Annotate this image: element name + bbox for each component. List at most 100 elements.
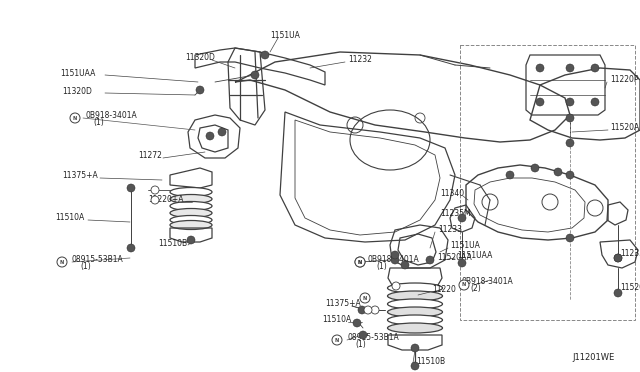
- Circle shape: [359, 331, 367, 339]
- Text: 11340: 11340: [440, 189, 464, 199]
- Circle shape: [566, 98, 574, 106]
- Circle shape: [206, 132, 214, 140]
- Text: N: N: [358, 260, 362, 264]
- Text: 1151UAA: 1151UAA: [60, 68, 95, 77]
- Circle shape: [591, 98, 599, 106]
- Circle shape: [332, 335, 342, 345]
- Circle shape: [614, 289, 622, 297]
- Text: (2): (2): [470, 285, 481, 294]
- Circle shape: [614, 254, 622, 262]
- Text: 11510B: 11510B: [416, 356, 445, 366]
- Circle shape: [392, 282, 400, 290]
- Text: 11233: 11233: [438, 225, 462, 234]
- Ellipse shape: [387, 291, 442, 301]
- Circle shape: [371, 306, 379, 314]
- Ellipse shape: [170, 208, 212, 218]
- Circle shape: [566, 64, 574, 72]
- Text: 11510B: 11510B: [158, 238, 187, 247]
- Circle shape: [554, 168, 562, 176]
- Text: N: N: [335, 337, 339, 343]
- Circle shape: [401, 261, 409, 269]
- Text: 11220+A: 11220+A: [148, 196, 184, 205]
- Circle shape: [566, 234, 574, 242]
- Text: 11232: 11232: [348, 55, 372, 64]
- Text: (1): (1): [80, 262, 91, 270]
- Ellipse shape: [387, 315, 442, 325]
- Circle shape: [531, 164, 539, 172]
- Text: 11220P: 11220P: [610, 76, 639, 84]
- Text: 11320D: 11320D: [62, 87, 92, 96]
- Circle shape: [358, 306, 366, 314]
- Circle shape: [536, 64, 544, 72]
- Text: 11320D: 11320D: [185, 54, 215, 62]
- Circle shape: [355, 257, 365, 267]
- Text: 11220: 11220: [432, 285, 456, 295]
- Ellipse shape: [387, 323, 442, 333]
- Text: 11375+A: 11375+A: [325, 299, 361, 308]
- Ellipse shape: [387, 307, 442, 317]
- Text: 11235M: 11235M: [620, 248, 640, 257]
- Circle shape: [151, 196, 159, 204]
- Text: 1151UA: 1151UA: [270, 31, 300, 39]
- Circle shape: [591, 64, 599, 72]
- Text: 11510A: 11510A: [322, 315, 351, 324]
- Circle shape: [411, 362, 419, 370]
- Ellipse shape: [170, 221, 212, 230]
- Text: (1): (1): [355, 340, 365, 349]
- Text: N: N: [363, 295, 367, 301]
- Text: 0B918-3401A: 0B918-3401A: [462, 278, 514, 286]
- Circle shape: [196, 86, 204, 94]
- Circle shape: [353, 319, 361, 327]
- Text: 11235M: 11235M: [440, 208, 470, 218]
- Circle shape: [458, 214, 466, 222]
- Text: (1): (1): [93, 118, 104, 126]
- Text: J11201WE: J11201WE: [572, 353, 614, 362]
- Circle shape: [218, 128, 226, 136]
- Text: N: N: [73, 115, 77, 121]
- Ellipse shape: [170, 202, 212, 211]
- Circle shape: [261, 51, 269, 59]
- Text: N: N: [462, 282, 466, 288]
- Text: 08915-53B1A: 08915-53B1A: [347, 333, 399, 341]
- Ellipse shape: [387, 283, 442, 293]
- Circle shape: [391, 256, 399, 264]
- Text: (1): (1): [376, 262, 387, 270]
- Circle shape: [391, 251, 399, 259]
- Circle shape: [355, 257, 365, 267]
- Circle shape: [187, 236, 195, 244]
- Circle shape: [151, 186, 159, 194]
- Text: 0B918-3401A: 0B918-3401A: [85, 110, 137, 119]
- Ellipse shape: [170, 215, 212, 224]
- Circle shape: [364, 306, 372, 314]
- Bar: [460, 45, 635, 320]
- Circle shape: [411, 344, 419, 352]
- Text: 11520AA: 11520AA: [437, 253, 472, 263]
- Text: 11375+A: 11375+A: [62, 171, 98, 180]
- Circle shape: [506, 171, 514, 179]
- Circle shape: [426, 256, 434, 264]
- Circle shape: [566, 114, 574, 122]
- Circle shape: [70, 113, 80, 123]
- Text: 08915-53B1A: 08915-53B1A: [72, 254, 124, 263]
- Text: 11272: 11272: [138, 151, 162, 160]
- Ellipse shape: [170, 187, 212, 196]
- Circle shape: [566, 171, 574, 179]
- Circle shape: [459, 280, 469, 290]
- Circle shape: [57, 257, 67, 267]
- Text: 11520AA: 11520AA: [620, 283, 640, 292]
- Text: 0B918-3401A: 0B918-3401A: [368, 254, 420, 263]
- Text: 11520A: 11520A: [610, 124, 639, 132]
- Circle shape: [614, 254, 622, 262]
- Ellipse shape: [170, 195, 212, 203]
- Circle shape: [566, 139, 574, 147]
- Circle shape: [360, 293, 370, 303]
- Circle shape: [127, 244, 135, 252]
- Circle shape: [251, 71, 259, 79]
- Ellipse shape: [387, 299, 442, 309]
- Text: 1151UAA: 1151UAA: [457, 251, 492, 260]
- Text: 1151UA: 1151UA: [450, 241, 480, 250]
- Text: 11510A: 11510A: [55, 214, 84, 222]
- Text: N: N: [60, 260, 64, 264]
- Text: N: N: [358, 260, 362, 264]
- Circle shape: [458, 259, 466, 267]
